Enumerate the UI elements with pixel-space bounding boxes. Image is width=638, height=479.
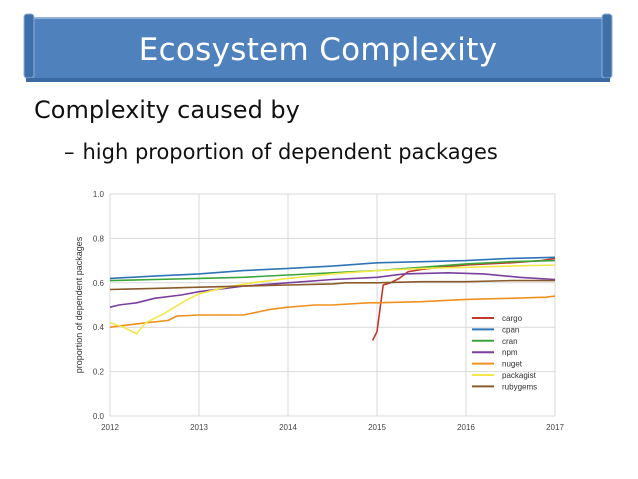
slide-title: Ecosystem Complexity (138, 32, 498, 68)
legend-label-cran: cran (502, 337, 518, 346)
sub-bullet-dash: – (64, 140, 75, 164)
x-tick-label: 2013 (190, 423, 208, 432)
x-tick-label: 2016 (457, 423, 475, 432)
legend-label-cargo: cargo (502, 314, 523, 323)
series-line-cran (109, 259, 556, 282)
y-axis-label: proportion of dependent packages (74, 236, 84, 373)
title-banner: Ecosystem Complexity (22, 12, 614, 88)
series-line-nuget (109, 295, 556, 328)
sub-bullet: – high proportion of dependent packages (64, 140, 498, 164)
series-line-packagist (109, 264, 556, 335)
y-tick-label: 0.8 (93, 234, 105, 243)
legend-label-nuget: nuget (502, 360, 523, 369)
x-tick-label: 2017 (546, 423, 564, 432)
y-tick-label: 0.4 (93, 323, 105, 332)
series-line-npm (109, 272, 556, 308)
x-tick-label: 2012 (101, 423, 119, 432)
legend-label-rubygems: rubygems (502, 382, 537, 391)
legend-label-cpan: cpan (502, 325, 519, 334)
x-tick-label: 2015 (368, 423, 386, 432)
banner-scroll-shape (23, 13, 613, 82)
series-line-cargo (371, 257, 556, 341)
y-tick-label: 0.6 (93, 279, 105, 288)
legend-label-packagist: packagist (502, 371, 537, 380)
series-line-rubygems (109, 279, 555, 291)
sub-bullet-text: high proportion of dependent packages (82, 140, 498, 164)
y-tick-label: 1.0 (93, 190, 105, 199)
bullet-complexity: Complexity caused by (34, 96, 300, 124)
y-tick-label: 0.2 (93, 368, 105, 377)
x-tick-label: 2014 (279, 423, 297, 432)
series-line-cpan (109, 256, 556, 280)
legend-label-npm: npm (502, 348, 518, 357)
y-tick-label: 0.0 (93, 412, 105, 421)
